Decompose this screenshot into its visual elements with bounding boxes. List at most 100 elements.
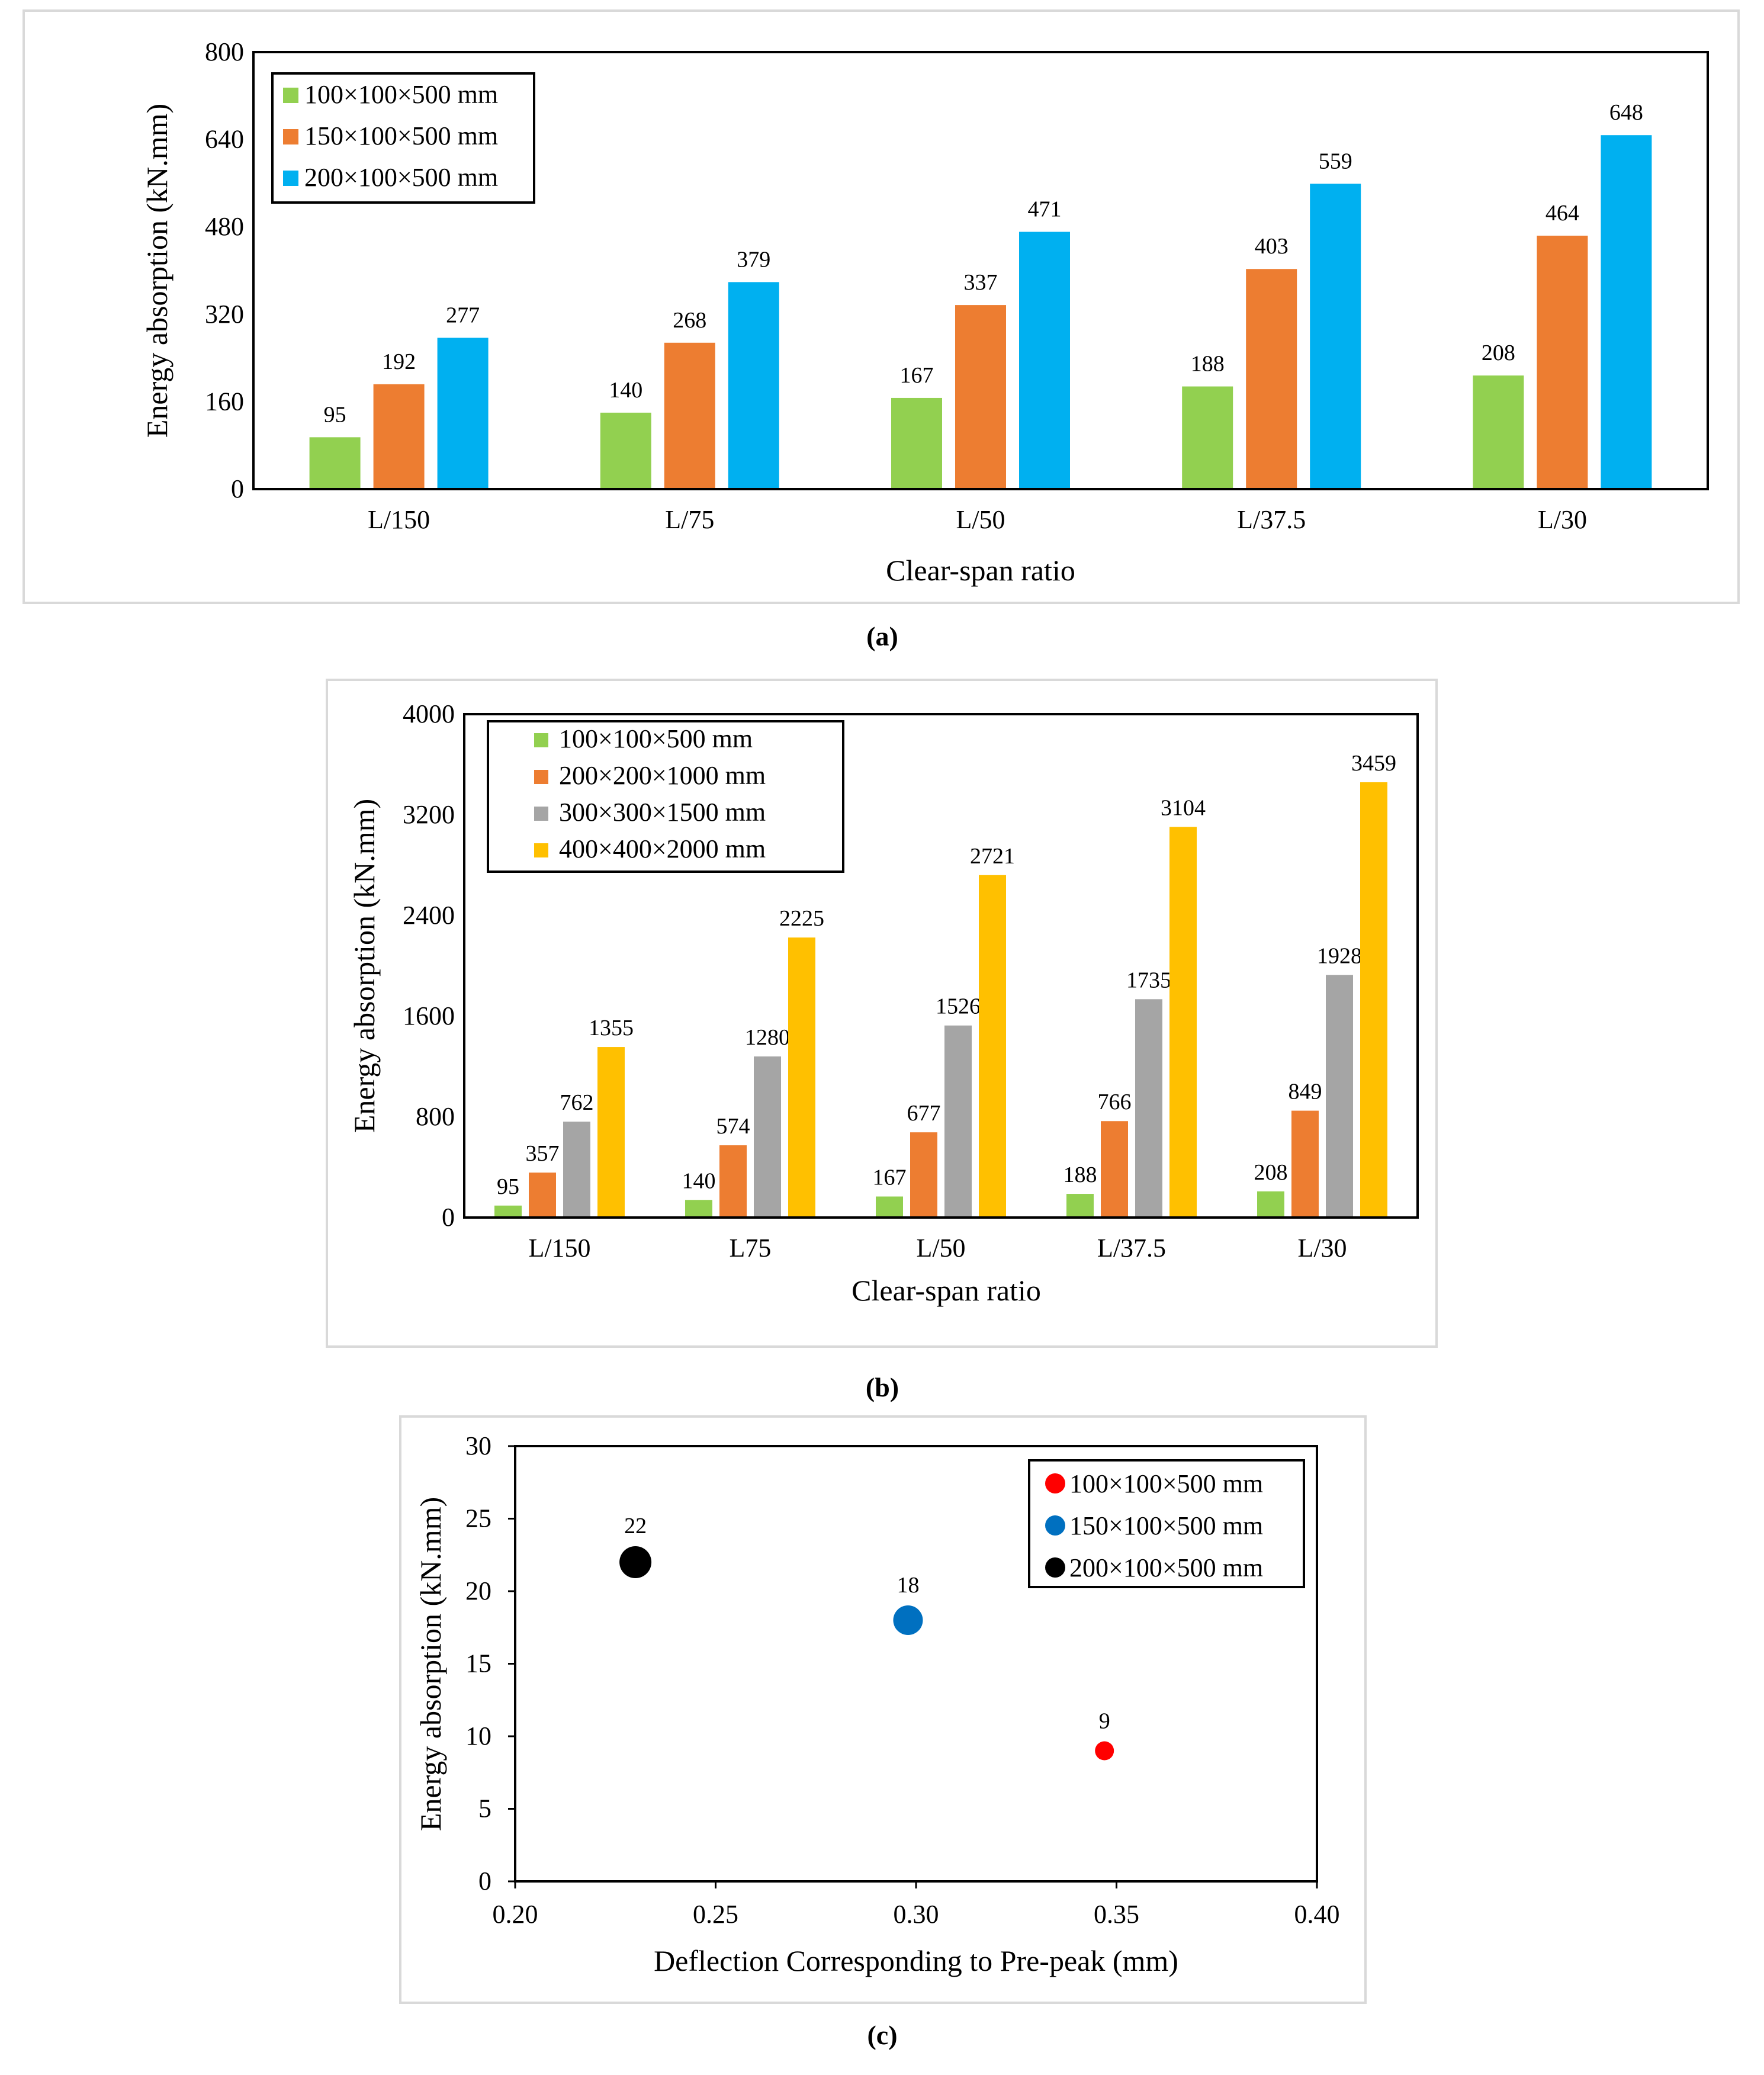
panel-b-data-label: 167 <box>873 1165 907 1190</box>
panel-b-bar <box>1135 999 1162 1218</box>
panel-b-bar <box>1257 1191 1284 1218</box>
panel-b-data-label: 2721 <box>970 844 1015 869</box>
panel-c-x-tick-label: 0.40 <box>1294 1900 1340 1929</box>
panel-a-y-axis-label: Energy absorption (kN.mm) <box>140 104 173 438</box>
panel-b-data-label: 188 <box>1063 1162 1097 1187</box>
panel-b-data-label: 1526 <box>936 994 981 1019</box>
panel-a-y-tick-label: 320 <box>205 300 244 329</box>
panel-b-bar <box>1101 1121 1128 1218</box>
panel-a-bar <box>437 338 489 489</box>
panel-b-data-label: 1280 <box>745 1025 790 1050</box>
panel-a-plot-area <box>252 51 1709 490</box>
panel-b-bar <box>597 1047 625 1218</box>
panel-b-legend-swatch-4 <box>534 843 548 857</box>
panel-b-bar <box>788 937 815 1218</box>
panel-b-bar <box>529 1173 556 1218</box>
panel-b-bar <box>754 1056 781 1218</box>
panel-b-legend: 100×100×500 mm 200×200×1000 mm 300×300×1… <box>487 720 844 873</box>
panel-c-data-label: 9 <box>1099 1709 1110 1734</box>
panel-b-bar <box>563 1122 590 1218</box>
panel-a-legend-label-3: 200×100×500 mm <box>304 163 498 192</box>
panel-c-x-tick-label: 0.30 <box>894 1900 939 1929</box>
panel-b-y-tick-label: 4000 <box>403 699 455 728</box>
panel-a-x-tick-label: L/50 <box>956 505 1005 534</box>
panel-b-data-label: 3104 <box>1161 795 1206 820</box>
panel-a-x-axis-label: Clear-span ratio <box>886 554 1075 587</box>
panel-a-y-tick-label: 640 <box>205 125 244 154</box>
panel-c-x-tick-label: 0.20 <box>493 1900 538 1929</box>
panel-c-y-tick-label: 25 <box>465 1504 491 1533</box>
panel-b-y-tick-label: 1600 <box>403 1001 455 1030</box>
panel-c-x-axis-label: Deflection Corresponding to Pre-peak (mm… <box>654 1944 1178 1977</box>
panel-c-legend: 100×100×500 mm 150×100×500 mm 200×100×50… <box>1028 1459 1305 1588</box>
panel-b-legend-swatch-2 <box>534 770 548 784</box>
panel-c-point <box>1095 1741 1114 1761</box>
panel-b-legend-swatch-1 <box>534 733 548 747</box>
panel-a-legend-label-2: 150×100×500 mm <box>304 121 498 150</box>
panel-b-data-label: 1735 <box>1126 968 1171 992</box>
panel-c-point <box>893 1605 923 1635</box>
panel-b-legend-swatch-3 <box>534 807 548 821</box>
panel-b-bar <box>1291 1110 1319 1218</box>
panel-b-bar <box>685 1200 712 1218</box>
panel-c-marks: 0 5 10 15 20 25 30 0.20 0.25 0.30 0.35 0.40 9 18 22 <box>465 1431 1340 1929</box>
panel-c: 0 5 10 15 20 25 30 0.20 0.25 0.30 0.35 0.40 9 18 22 En… <box>399 1415 1367 2050</box>
panel-a-bar <box>1310 184 1361 489</box>
panel-b-data-label: 140 <box>682 1168 716 1193</box>
panel-c-legend-label-3: 200×100×500 mm <box>1069 1553 1263 1582</box>
panel-a-data-label: 379 <box>737 247 770 272</box>
panel-a-bar <box>1473 375 1524 489</box>
panel-c-plot-area <box>514 1445 1318 1883</box>
panel-b-data-label: 3459 <box>1351 751 1396 776</box>
panel-a-bar <box>309 437 361 489</box>
panel-a-data-label: 403 <box>1255 234 1289 259</box>
panel-b-legend-label-3: 300×300×1500 mm <box>559 798 766 827</box>
panel-a-y-tick-label: 0 <box>231 474 244 503</box>
panel-b-data-label: 762 <box>560 1090 594 1115</box>
panel-a-data-label: 559 <box>1319 149 1352 174</box>
panel-a-y-tick-label: 480 <box>205 212 244 241</box>
panel-b-y-tick-label: 0 <box>442 1203 455 1232</box>
panel-b-data-label: 574 <box>716 1114 750 1139</box>
panel-b-plot-area <box>463 713 1419 1219</box>
panel-c-legend-label-1: 100×100×500 mm <box>1069 1469 1263 1498</box>
panel-a-data-label: 140 <box>609 378 642 403</box>
panel-b-bar <box>1360 782 1387 1218</box>
panel-c-legend-marker-1 <box>1045 1473 1065 1493</box>
panel-b: 0 800 1600 2400 3200 4000 L/150 95 357 762 1355 L75… <box>326 679 1438 1402</box>
panel-a-bar <box>728 282 779 489</box>
panel-a: 0 160 320 480 640 800 L/150 95 192 277 L/75 140 268 3… <box>23 9 1740 651</box>
panel-a-legend: 100×100×500 mm 150×100×500 mm 200×100×50… <box>271 72 535 204</box>
panel-b-x-tick-label: L/30 <box>1297 1234 1347 1263</box>
panel-a-legend-box <box>271 72 535 204</box>
panel-b-data-label: 849 <box>1289 1080 1322 1104</box>
panel-c-data-label: 18 <box>897 1573 919 1598</box>
panel-a-bar <box>373 384 425 489</box>
panel-a-marks: 0 160 320 480 640 800 L/150 95 192 277 L/75 140 268 3… <box>205 37 1652 534</box>
panel-b-data-label: 1928 <box>1317 943 1362 968</box>
panel-a-x-tick-label: L/150 <box>368 505 430 534</box>
panel-b-x-tick-label: L75 <box>730 1234 772 1263</box>
panel-a-data-label: 277 <box>446 303 480 327</box>
panel-a-data-label: 337 <box>964 270 998 295</box>
panel-a-data-label: 167 <box>900 363 934 388</box>
panel-b-data-label: 766 <box>1098 1090 1132 1114</box>
panel-c-legend-box <box>1028 1459 1305 1588</box>
panel-b-data-label: 357 <box>526 1141 560 1166</box>
panel-b-bar <box>719 1145 747 1218</box>
panel-a-data-label: 648 <box>1609 100 1643 125</box>
panel-a-legend-swatch-3 <box>283 171 298 186</box>
panel-b-bar <box>494 1205 522 1218</box>
panel-a-data-label: 464 <box>1545 201 1579 226</box>
panel-c-legend-label-2: 150×100×500 mm <box>1069 1511 1263 1540</box>
panel-b-bar <box>1066 1194 1094 1218</box>
panel-b-marks: 0 800 1600 2400 3200 4000 L/150 95 357 762 1355 L75… <box>403 699 1396 1263</box>
panel-a-x-tick-label: L/75 <box>665 505 714 534</box>
panel-c-y-tick-label: 15 <box>465 1649 491 1678</box>
panel-a-y-tick-label: 800 <box>205 37 244 66</box>
panel-b-y-tick-label: 2400 <box>403 901 455 930</box>
panel-b-legend-label-2: 200×200×1000 mm <box>559 761 766 790</box>
panel-a-bar <box>1601 135 1652 490</box>
panel-a-bar <box>955 305 1006 489</box>
